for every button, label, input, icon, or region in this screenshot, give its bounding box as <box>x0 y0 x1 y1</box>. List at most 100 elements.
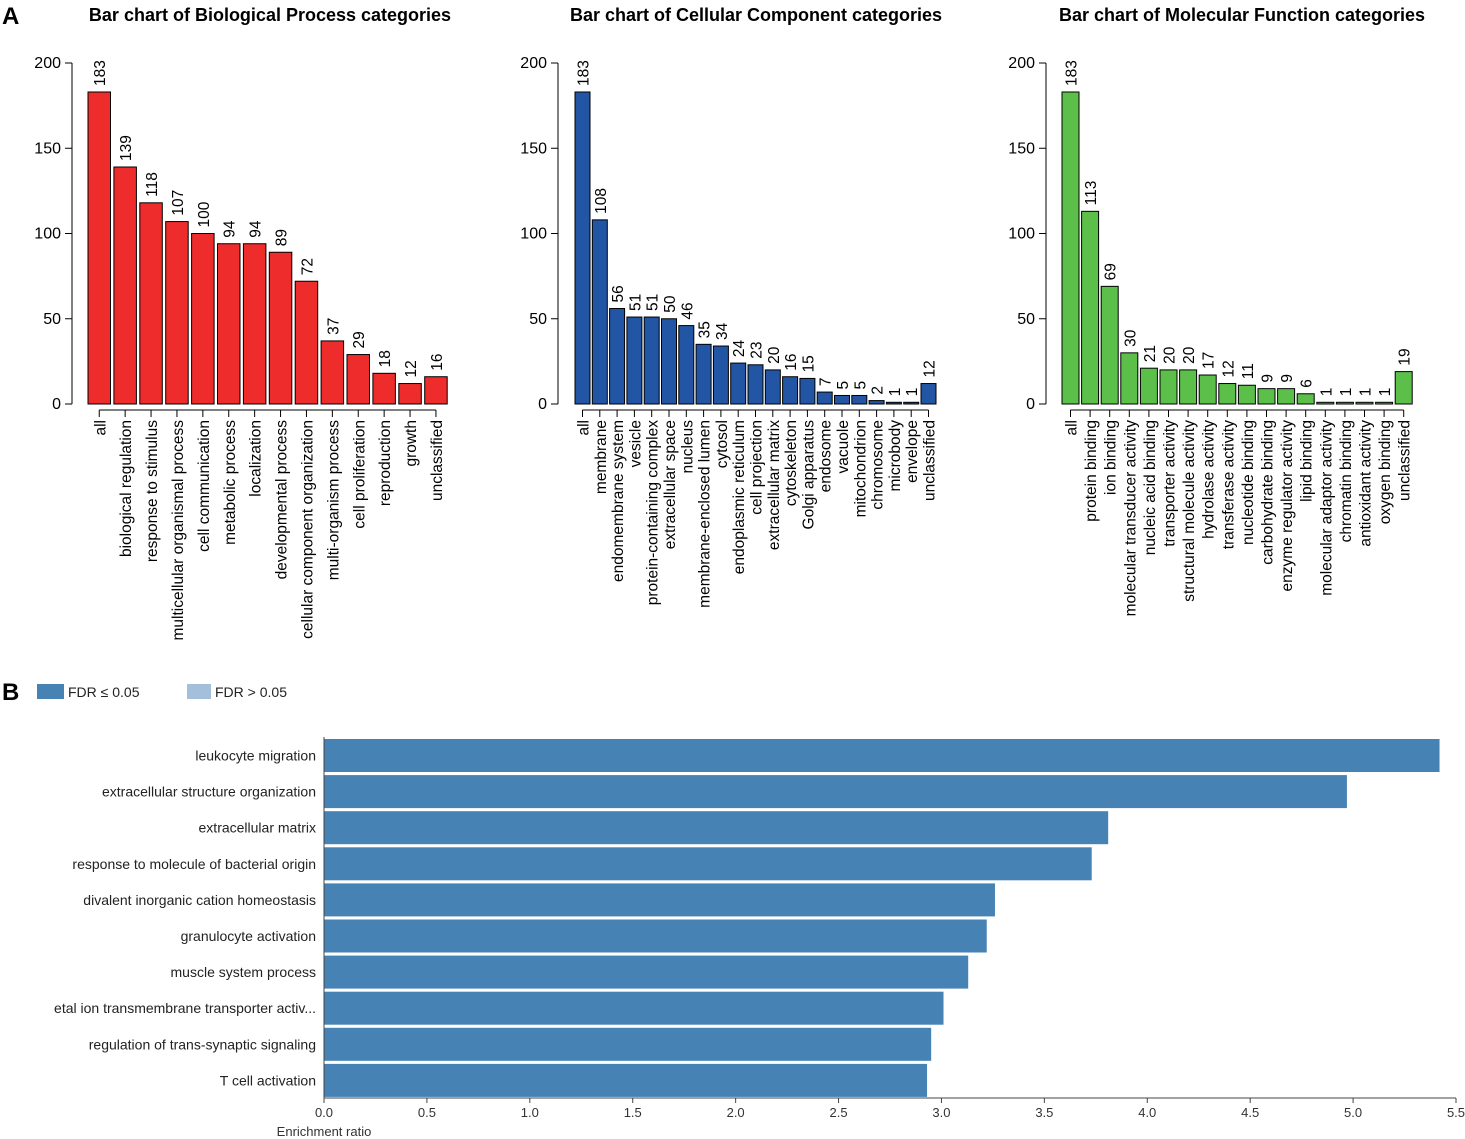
cc-category-label: vacuole <box>835 420 852 473</box>
cc-category-label: vesicle <box>627 420 644 467</box>
enrichment-bar <box>324 919 987 953</box>
cc-bar <box>712 345 729 405</box>
cc-value-label: 35 <box>697 321 714 338</box>
bp-category-label: localization <box>248 420 265 497</box>
bp-value-label: 72 <box>299 258 316 275</box>
bp-value-label: 37 <box>325 318 342 335</box>
cc-category-label: Golgi apparatus <box>800 420 817 530</box>
cc-category-label: cytosol <box>714 420 731 468</box>
enrichment-x-tick-label: 1.0 <box>521 1105 539 1120</box>
bp-value-label: 107 <box>170 190 187 216</box>
cc-bar <box>661 318 677 405</box>
mf-bar <box>1316 401 1335 405</box>
enrichment-x-tick-label: 2.5 <box>830 1105 848 1120</box>
cc-bar-chart: Bar chart of Cellular Component categori… <box>520 5 942 608</box>
bp-y-tick-label: 50 <box>43 311 61 328</box>
mf-y-tick-label: 150 <box>1008 140 1035 157</box>
enrichment-category-label: extracellular structure organization <box>102 784 316 800</box>
mf-value-label: 19 <box>1397 348 1414 365</box>
cc-bar <box>643 316 660 405</box>
mf-value-label: 6 <box>1299 379 1316 388</box>
bp-y-tick-label: 200 <box>34 55 61 72</box>
legend-swatch-significant <box>37 684 64 699</box>
mf-bar <box>1198 374 1217 405</box>
mf-category-label: oxygen binding <box>1377 420 1394 524</box>
cc-y-tick-label: 200 <box>520 55 547 72</box>
cc-bar <box>903 401 920 405</box>
bp-value-label: 29 <box>351 331 368 348</box>
enrichment-category-label: regulation of trans-synaptic signaling <box>89 1036 316 1052</box>
cc-value-label: 5 <box>835 381 852 390</box>
mf-bar <box>1355 401 1374 405</box>
cc-value-label: 20 <box>766 346 783 364</box>
cc-category-label: all <box>576 420 593 436</box>
cc-bar <box>695 343 712 405</box>
enrichment-bar <box>324 955 969 989</box>
cc-category-label: nucleus <box>679 420 696 474</box>
enrichment-x-tick-label: 0.5 <box>418 1105 436 1120</box>
cc-y-tick-label: 100 <box>520 226 547 243</box>
cc-category-label: mitochondrion <box>852 420 869 517</box>
bp-category-label: multi-organism process <box>325 420 342 580</box>
bp-bar <box>191 233 215 405</box>
bp-value-label: 94 <box>222 220 239 238</box>
mf-category-label: transferase activity <box>1220 420 1237 549</box>
mf-bar <box>1159 369 1178 405</box>
cc-category-label: endomembrane system <box>610 420 627 582</box>
enrichment-category-label: granulocyte activation <box>181 928 316 944</box>
mf-value-label: 20 <box>1181 346 1198 364</box>
mf-bar-chart: Bar chart of Molecular Function categori… <box>1008 5 1425 616</box>
bp-category-label: growth <box>403 420 420 467</box>
cc-value-label: 23 <box>749 342 766 359</box>
mf-category-label: chromatin binding <box>1338 420 1355 542</box>
enrichment-x-tick-label: 2.0 <box>727 1105 745 1120</box>
mf-category-label: ion binding <box>1103 420 1120 495</box>
mf-value-label: 69 <box>1103 263 1120 280</box>
cc-category-label: extracellular matrix <box>766 420 783 550</box>
bp-category-label: response to stimulus <box>144 420 161 562</box>
bp-value-label: 118 <box>144 172 161 197</box>
cc-bar <box>574 91 591 405</box>
enrichment-bar <box>324 991 944 1025</box>
cc-bar <box>764 369 781 405</box>
cc-category-label: unclassified <box>922 420 939 501</box>
mf-bar <box>1335 401 1354 405</box>
bp-value-label: 12 <box>403 360 420 377</box>
cc-value-label: 183 <box>576 60 593 86</box>
mf-value-label: 17 <box>1201 352 1218 369</box>
cc-y-tick-label: 150 <box>520 140 547 157</box>
cc-value-label: 5 <box>852 381 869 390</box>
mf-value-label: 183 <box>1064 60 1081 86</box>
mf-category-label: nucleic acid binding <box>1142 420 1159 555</box>
enrichment-x-tick-label: 5.0 <box>1344 1105 1362 1120</box>
mf-category-label: unclassified <box>1397 420 1414 501</box>
mf-bar <box>1061 91 1080 405</box>
cc-bar <box>868 400 885 405</box>
enrichment-x-tick-label: 5.5 <box>1447 1105 1465 1120</box>
cc-bar <box>609 308 626 405</box>
bp-value-label: 94 <box>248 220 265 238</box>
bp-category-label: all <box>92 420 109 436</box>
bp-category-label: biological regulation <box>118 420 135 557</box>
cc-bar <box>920 383 937 405</box>
cc-bar <box>747 364 764 405</box>
cc-category-label: cytoskeleton <box>783 420 800 506</box>
cc-category-label: membrane <box>593 420 610 494</box>
mf-category-label: molecular transducer activity <box>1122 420 1139 617</box>
cc-category-label: membrane-enclosed lumen <box>697 420 714 608</box>
enrichment-bar-chart: FDR ≤ 0.05 FDR > 0.05 leukocyte migration e… <box>37 684 1465 1139</box>
cc-value-label: 15 <box>800 355 817 372</box>
mf-value-label: 1 <box>1338 388 1355 397</box>
cc-bar <box>885 401 902 405</box>
cc-value-label: 7 <box>818 377 835 386</box>
mf-bar <box>1081 210 1100 405</box>
mf-category-label: transporter activity <box>1162 420 1179 547</box>
cc-category-label: protein-containing complex <box>645 420 662 605</box>
cc-value-label: 34 <box>714 322 731 340</box>
cc-category-label: extracellular space <box>662 420 679 549</box>
mf-category-label: all <box>1064 420 1081 436</box>
mf-y-tick-label: 200 <box>1008 55 1035 72</box>
mf-value-label: 1 <box>1358 388 1375 397</box>
cc-value-label: 2 <box>870 386 887 395</box>
bp-value-label: 18 <box>377 350 394 367</box>
